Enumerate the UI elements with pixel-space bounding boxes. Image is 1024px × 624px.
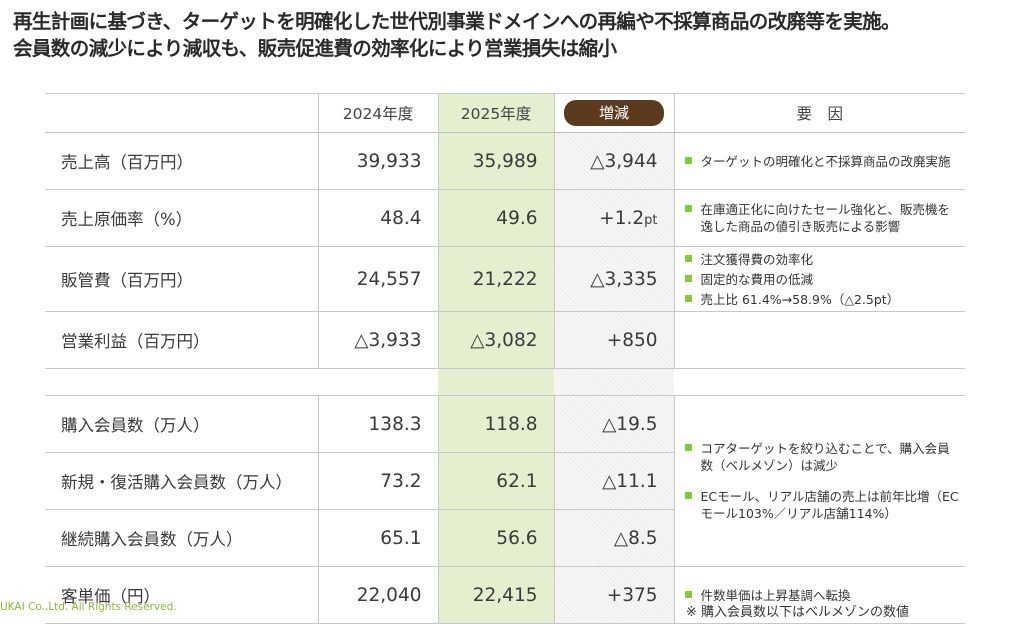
factor-cell: 件数単価は上昇基調へ転換 [673,566,965,624]
value-diff: +1.2pt [553,189,674,247]
spacer-cell [554,368,674,396]
value-2024: 39,933 [317,132,438,190]
bullet-icon [684,254,692,262]
factor-item: 在庫適正化に向けたセール強化と、販売機を逸した商品の値引き販売による影響 [684,201,960,235]
value-2024: △3,933 [317,311,438,369]
footnote: ※ 購入会員数以下はベルメゾンの数値 [686,605,910,620]
spacer-cell [45,369,318,396]
row-label: 売上高（百万円） [45,132,318,190]
diff-unit: pt [644,212,658,228]
value-2024: 73.2 [317,452,438,510]
factor-cell: ターゲットの明確化と不採算商品の改廃実施 [673,132,965,190]
bullet-icon [684,294,692,302]
factor-item: 固定的な費用の低減 [684,271,960,288]
factor-cell: 注文獲得費の効率化 固定的な費用の低減 売上比 61.4%→58.9%（△2.5… [673,246,965,312]
value-diff: △3,944 [553,132,674,190]
value-2025: 35,989 [437,132,554,190]
table-row: 購入会員数（万人） 138.3 118.8 △19.5 コアターゲットを絞り込む… [45,395,965,567]
bullet-icon [684,205,692,212]
value-2024: 22,040 [317,566,438,624]
factor-text: 在庫適正化に向けたセール強化と、販売機を逸した商品の値引き販売による影響 [700,202,951,234]
header-2024: 2024年度 [317,93,438,133]
value-diff: △3,335 [553,246,674,312]
bullet-icon [684,492,692,499]
row-label: 購入会員数（万人） [45,395,318,453]
value-2024: 138.3 [317,395,438,453]
bullet-icon [684,156,692,164]
value-2025: △3,082 [437,311,554,369]
factor-text: 売上比 61.4%→58.9%（△2.5pt） [700,291,900,307]
factor-cell-members: コアターゲットを絞り込むことで、購入会員数（ベルメゾン）は減少 ECモール、リア… [673,395,965,567]
spacer-cell [318,369,438,396]
value-diff: △11.1 [553,452,674,510]
value-2025: 118.8 [437,395,554,453]
factor-cell: 在庫適正化に向けたセール強化と、販売機を逸した商品の値引き販売による影響 [673,189,965,247]
diff-pill: 増減 [564,100,664,126]
factor-item: ECモール、リアル店舗の売上は前年比増（ECモール103%／リアル店舗114%） [684,488,960,522]
table-row: 売上原価率（%） 48.4 49.6 +1.2pt 在庫適正化に向けたセール強化… [45,189,965,247]
value-2025: 22,415 [437,566,554,624]
table-row: 販管費（百万円） 24,557 21,222 △3,335 注文獲得費の効率化 … [45,246,965,312]
factor-item: コアターゲットを絞り込むことで、購入会員数（ベルメゾン）は減少 [684,440,960,474]
table-row: 継続購入会員数（万人） 65.1 56.6 △8.5 [45,509,965,567]
header-blank [45,93,318,133]
group-spacer [45,368,965,396]
row-label: 継続購入会員数（万人） [45,509,318,567]
value-2025: 49.6 [437,189,554,247]
value-diff: △19.5 [553,395,674,453]
table-row: 営業利益（百万円） △3,933 △3,082 +850 [45,311,965,369]
row-label: 営業利益（百万円） [45,311,318,369]
header-2025: 2025年度 [437,93,554,133]
factor-text: ターゲットの明確化と不採算商品の改廃実施 [700,153,951,169]
row-label: 客単価（円） [45,566,318,624]
value-2025: 21,222 [437,246,554,312]
table-row: 売上高（百万円） 39,933 35,989 △3,944 ターゲットの明確化と… [45,132,965,190]
factor-item: 件数単価は上昇基調へ転換 [684,587,960,604]
bullet-icon [684,444,692,451]
table-row: 新規・復活購入会員数（万人） 73.2 62.1 △11.1 [45,452,965,510]
factor-item: ターゲットの明確化と不採算商品の改廃実施 [684,153,960,170]
diff-value: △3,944 [590,150,658,172]
header-factor: 要 因 [673,93,965,133]
row-label: 販管費（百万円） [45,246,318,312]
table-row: 客単価（円） 22,040 22,415 +375 件数単価は上昇基調へ転換 [45,566,965,624]
spacer-cell [674,369,965,396]
bullet-icon [684,590,692,598]
spacer-cell [438,368,554,396]
value-2024: 48.4 [317,189,438,247]
diff-value: △3,335 [590,268,658,290]
value-diff: +850 [553,311,674,369]
headline-line-1: 再生計画に基づき、ターゲットを明確化した世代別事業ドメインへの再編や不採算商品の… [13,10,901,33]
copyright: UKAI Co.,Ltd. All Rights Reserved. [0,601,177,613]
value-2025: 56.6 [437,509,554,567]
value-2025: 62.1 [437,452,554,510]
factor-text: 件数単価は上昇基調へ転換 [700,587,851,603]
factor-text: ECモール、リアル店舗の売上は前年比増（ECモール103%／リアル店舗114%） [700,489,959,521]
header-diff: 増減 [553,93,674,133]
factor-text: 固定的な費用の低減 [700,271,814,287]
factor-item: 売上比 61.4%→58.9%（△2.5pt） [684,291,960,308]
factor-item: 注文獲得費の効率化 [684,251,960,268]
headline: 再生計画に基づき、ターゲットを明確化した世代別事業ドメインへの再編や不採算商品の… [13,8,1018,62]
value-diff: +375 [553,566,674,624]
value-diff: △8.5 [553,509,674,567]
row-label: 新規・復活購入会員数（万人） [45,452,318,510]
factor-text: コアターゲットを絞り込むことで、購入会員数（ベルメゾン）は減少 [700,441,950,473]
row-label: 売上原価率（%） [45,189,318,247]
bullet-icon [684,274,692,282]
diff-value: +850 [606,329,658,351]
diff-value: +1.2 [599,207,645,229]
table-header-row: 2024年度 2025年度 増減 要 因 [45,93,965,133]
factor-text: 注文獲得費の効率化 [700,251,814,267]
value-2024: 65.1 [317,509,438,567]
factor-cell [673,311,965,369]
value-2024: 24,557 [317,246,438,312]
headline-line-2: 会員数の減少により減収も、販売促進費の効率化により営業損失は縮小 [13,37,617,60]
results-table: 2024年度 2025年度 増減 要 因 売上高（百万円） 39,933 35,… [45,93,965,624]
